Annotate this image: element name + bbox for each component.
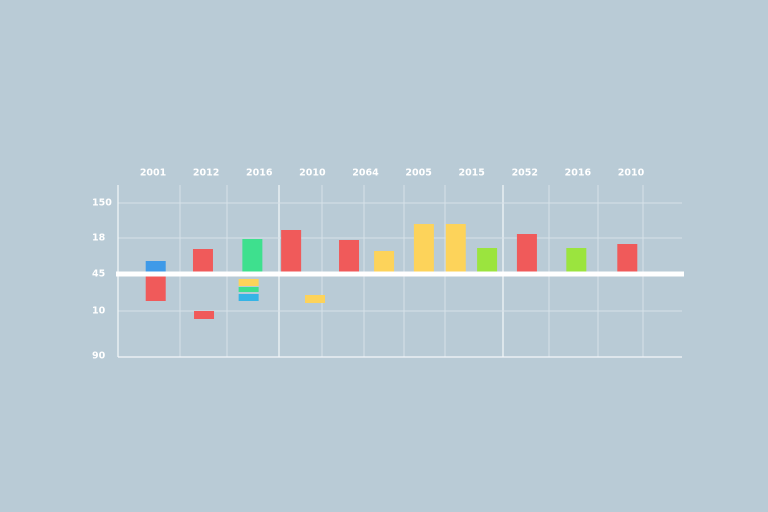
y-tick-label: 45 — [92, 269, 105, 280]
bar — [192, 249, 213, 274]
x-tick-label: 2001 — [140, 168, 166, 179]
bar — [238, 294, 259, 301]
bar — [413, 224, 434, 274]
x-tick-label: 2064 — [352, 168, 379, 179]
bar — [445, 224, 466, 274]
bar — [339, 240, 360, 274]
bar — [477, 248, 498, 274]
bar — [617, 244, 638, 274]
y-tick-label: 10 — [92, 306, 106, 317]
baseline — [116, 271, 684, 277]
bar — [566, 248, 587, 274]
bar — [145, 261, 166, 274]
bar — [194, 311, 215, 319]
y-tick-label: 150 — [92, 198, 112, 209]
bar — [242, 239, 263, 274]
bar — [238, 279, 259, 286]
x-tick-label: 2010 — [299, 168, 326, 179]
bar — [145, 274, 166, 301]
x-tick-label: 2015 — [458, 168, 484, 179]
x-tick-label: 2052 — [512, 168, 538, 179]
bar — [281, 230, 302, 274]
x-tick-label: 2005 — [405, 168, 431, 179]
x-tick-label: 2010 — [618, 168, 645, 179]
bar — [516, 234, 537, 274]
x-tick-label: 2016 — [565, 168, 592, 179]
y-tick-label: 18 — [92, 233, 106, 244]
x-tick-label: 2012 — [193, 168, 219, 179]
bar — [238, 287, 259, 292]
y-tick-label: 90 — [92, 351, 106, 362]
bar — [305, 295, 326, 303]
x-tick-label: 2016 — [246, 168, 273, 179]
bar — [374, 251, 395, 274]
